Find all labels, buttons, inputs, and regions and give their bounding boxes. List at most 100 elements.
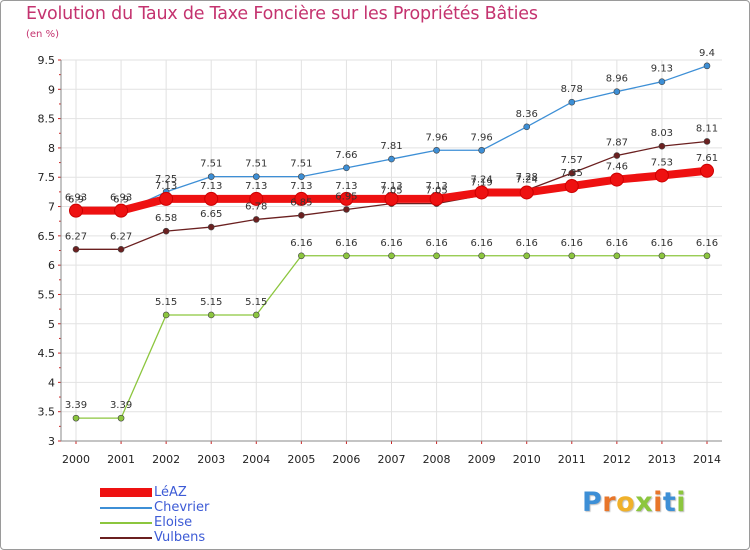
logo-letter: t xyxy=(662,487,677,518)
data-label: 7.05 xyxy=(425,186,447,197)
legend-swatch xyxy=(100,521,152,524)
data-label: 6.78 xyxy=(245,201,267,212)
legend-label: LéAZ xyxy=(154,485,187,500)
data-point xyxy=(568,169,576,177)
data-point xyxy=(298,212,305,219)
y-tick-label: 9 xyxy=(48,83,55,96)
data-label: 6.65 xyxy=(200,209,222,220)
logo-letter: i xyxy=(676,487,687,518)
data-point xyxy=(252,311,260,319)
y-tick-label: 7 xyxy=(48,201,55,214)
y-tick-label: 5 xyxy=(48,318,55,331)
x-tick-label: 2008 xyxy=(423,453,451,466)
data-label: 7.24 xyxy=(516,174,538,185)
data-label: 7.96 xyxy=(471,132,493,143)
y-tick-label: 6 xyxy=(48,259,55,272)
x-tick-label: 2003 xyxy=(197,453,225,466)
y-tick-label: 6.5 xyxy=(38,230,56,243)
data-label: 6.93 xyxy=(65,193,87,204)
data-label: 8.36 xyxy=(516,109,538,120)
data-point xyxy=(478,146,485,154)
data-point xyxy=(703,138,711,145)
data-point xyxy=(564,179,579,194)
data-label: 7.13 xyxy=(335,181,357,192)
data-point xyxy=(429,191,444,206)
data-point xyxy=(343,164,350,172)
data-label: 7.51 xyxy=(200,159,222,170)
y-tick-label: 3.5 xyxy=(38,406,56,419)
data-label: 8.03 xyxy=(651,128,673,139)
data-label: 7.81 xyxy=(380,141,402,152)
data-point xyxy=(478,252,485,260)
data-point xyxy=(474,185,489,200)
x-tick-label: 2004 xyxy=(242,453,270,466)
data-label: 3.39 xyxy=(110,400,132,411)
axes: 3 3.5 4 4.5 5 5.5 6 6.5 7 7.5 8 8.5 9 9.5 2000 2001 2002… xyxy=(38,54,722,466)
data-label: 6.9 xyxy=(113,194,129,205)
data-label: 6.16 xyxy=(516,238,538,249)
data-label: 6.9 xyxy=(68,194,84,205)
data-label: 7.13 xyxy=(290,181,312,192)
data-label: 7.19 xyxy=(471,177,493,188)
chart-subtitle: (en %) xyxy=(26,29,59,40)
data-label: 7.25 xyxy=(155,174,177,185)
logo-letter: x xyxy=(635,487,654,518)
x-tick-label: 2013 xyxy=(648,453,676,466)
y-tick-label: 7.5 xyxy=(38,171,56,184)
data-point xyxy=(658,142,666,150)
data-point xyxy=(384,191,399,206)
data-label: 6.16 xyxy=(696,238,718,249)
data-point xyxy=(162,227,170,235)
data-point xyxy=(654,168,669,183)
data-point xyxy=(249,191,264,206)
y-tick-label: 4 xyxy=(48,376,55,389)
x-tick-label: 2005 xyxy=(287,453,315,466)
data-label: 5.15 xyxy=(245,297,267,308)
logo-letter: P xyxy=(582,487,603,518)
data-point xyxy=(658,78,666,85)
chart-title: Evolution du Taux de Taxe Foncière sur l… xyxy=(26,4,538,24)
data-point xyxy=(433,146,440,154)
x-tick-label: 2001 xyxy=(107,453,135,466)
data-label: 6.16 xyxy=(425,238,447,249)
data-label: 7.57 xyxy=(561,155,583,166)
data-point xyxy=(523,123,531,131)
x-tick-label: 2011 xyxy=(558,453,586,466)
y-tick-label: 8 xyxy=(48,142,55,155)
x-tick-label: 2000 xyxy=(62,453,90,466)
data-point xyxy=(700,163,714,178)
logo-letter: o xyxy=(616,487,636,518)
data-label: 6.16 xyxy=(651,238,673,249)
x-tick-label: 2012 xyxy=(603,453,631,466)
data-label: 7.13 xyxy=(380,181,402,192)
data-label: 7.35 xyxy=(561,168,583,179)
x-tick-label: 2002 xyxy=(152,453,180,466)
legend-swatch xyxy=(100,536,152,539)
data-point xyxy=(298,252,305,260)
x-tick-label: 2014 xyxy=(693,453,721,466)
data-point xyxy=(117,414,125,422)
data-point xyxy=(294,191,309,206)
data-point xyxy=(613,252,621,260)
data-label: 9.13 xyxy=(651,64,673,75)
data-label: 8.11 xyxy=(696,123,718,134)
logo-letter: r xyxy=(602,487,617,518)
y-tick-label: 4.5 xyxy=(38,347,56,360)
y-tick-label: 9.5 xyxy=(38,54,56,67)
data-label: 7.96 xyxy=(425,132,447,143)
data-label: 7.61 xyxy=(696,153,718,164)
y-tick-label: 8.5 xyxy=(38,113,56,126)
y-tick-label: 5.5 xyxy=(38,288,56,301)
data-point xyxy=(252,216,260,223)
legend-label: Chevrier xyxy=(154,500,210,515)
data-point xyxy=(568,98,576,106)
data-point xyxy=(388,155,395,163)
data-point xyxy=(613,88,621,95)
data-label: 5.15 xyxy=(200,297,222,308)
data-labels: 6.93 6.93 7.13 7.13 7.13 7.13 7.13 7.13 7.13 7.24… xyxy=(65,48,718,411)
data-label: 8.96 xyxy=(606,74,628,85)
data-point xyxy=(568,252,576,260)
legend-label: Vulbens xyxy=(154,530,206,545)
data-label: 6.16 xyxy=(380,238,402,249)
